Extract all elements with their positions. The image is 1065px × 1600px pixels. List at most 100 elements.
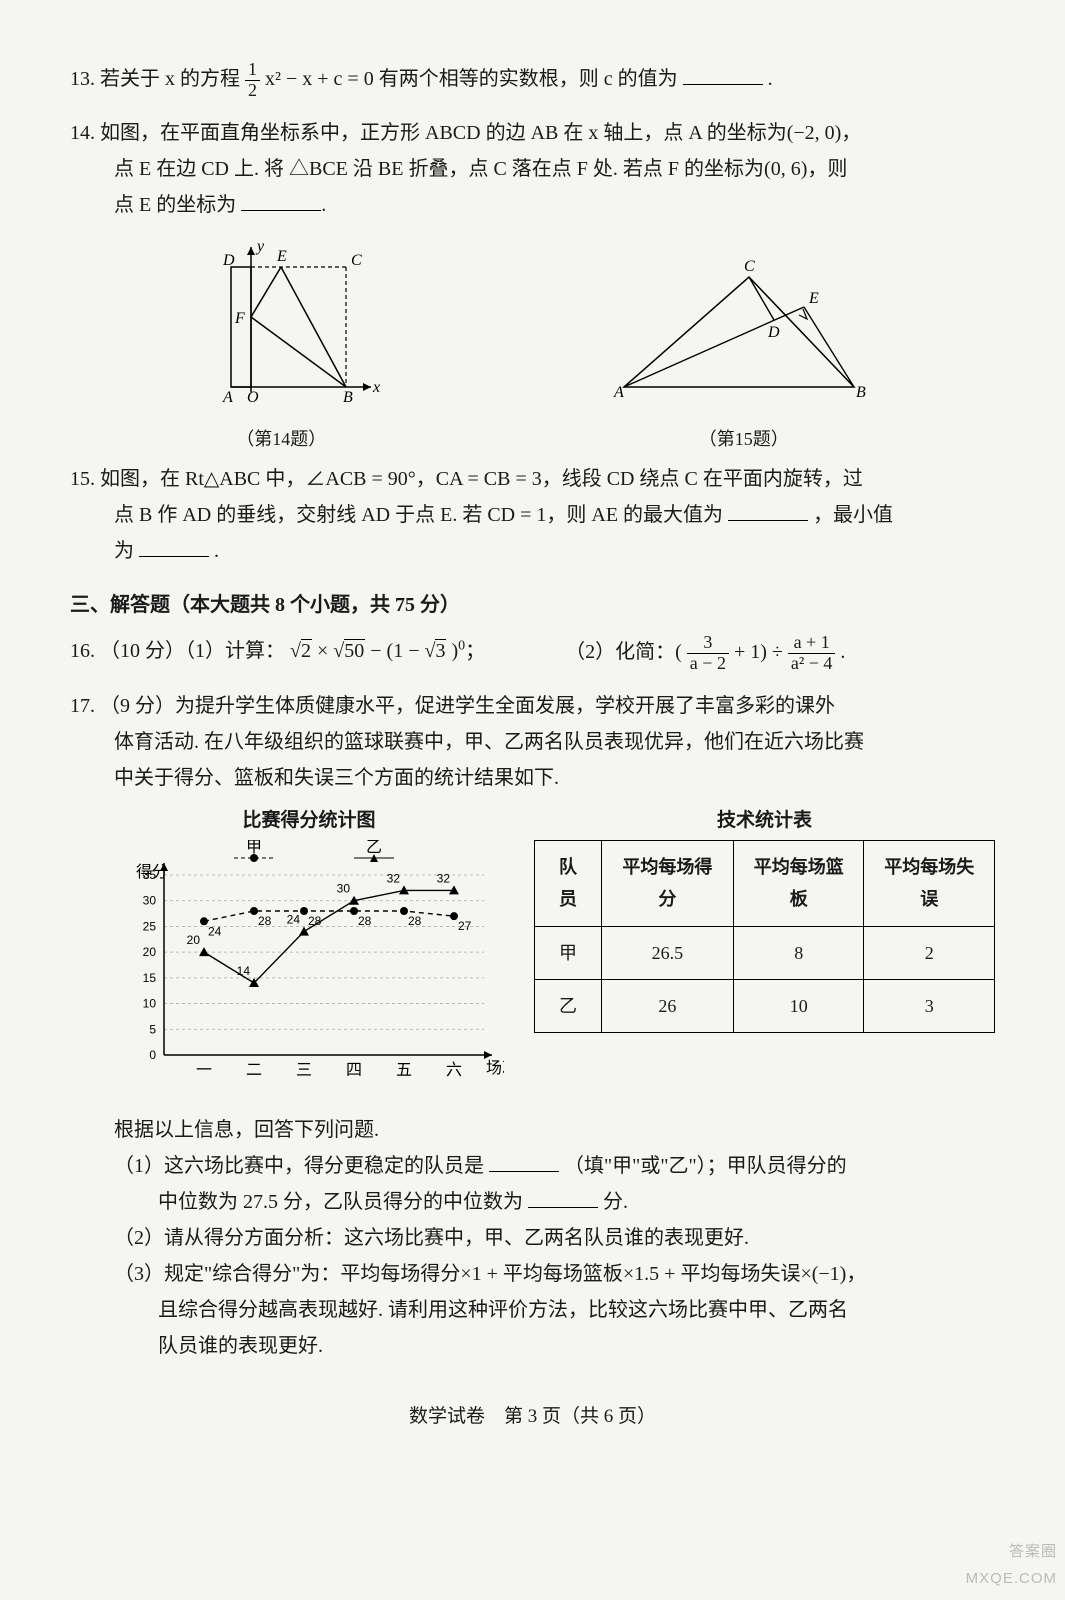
question-17: 17. （9 分）为提升学生体质健康水平，促进学生全面发展，学校开展了丰富多彩的… (70, 688, 995, 1364)
q17-line2: 体育活动. 在八年级组织的篮球联赛中，甲、乙两名队员表现优异，他们在近六场比赛 (70, 724, 995, 760)
svg-text:10: 10 (143, 996, 157, 1010)
q16-frac1: 3 a − 2 (687, 633, 729, 674)
svg-text:x: x (372, 379, 380, 396)
svg-text:C: C (351, 252, 362, 269)
section-3-heading: 三、解答题（本大题共 8 个小题，共 75 分） (70, 587, 995, 623)
th-player: 队员 (535, 840, 602, 926)
svg-text:D: D (767, 324, 780, 341)
stats-table: 队员 平均每场得分 平均每场篮板 平均每场失误 甲 26.5 8 2 乙 26 … (534, 840, 995, 1034)
svg-text:24: 24 (208, 924, 222, 938)
q17-sub2: （2）请从得分方面分析：这六场比赛中，甲、乙两名队员谁的表现更好. (70, 1220, 995, 1256)
q15-line3-wrap: 为 . (70, 533, 995, 569)
svg-text:四: 四 (346, 1062, 362, 1079)
svg-text:F: F (234, 310, 245, 327)
q15-line3a: 为 (114, 540, 139, 562)
q14-blank (241, 189, 321, 211)
q14-line3-wrap: 点 E 的坐标为 . (70, 187, 995, 223)
svg-text:14: 14 (237, 964, 251, 978)
figure-14-svg: D E C F A O B x y (181, 237, 381, 407)
svg-text:25: 25 (143, 919, 157, 933)
svg-text:E: E (276, 248, 287, 265)
th-avg-turnover: 平均每场失误 (864, 840, 995, 926)
q17-sub3b: 且综合得分越高表现越好. 请利用这种评价方法，比较这六场比赛中甲、乙两名 (70, 1292, 995, 1328)
page-footer: 数学试卷 第 3 页（共 6 页） (70, 1400, 995, 1434)
table-header-row: 队员 平均每场得分 平均每场篮板 平均每场失误 (535, 840, 995, 926)
q15-line1: 如图，在 Rt△ABC 中，∠ACB = 90°，CA = CB = 3，线段 … (100, 468, 863, 490)
q17-sub1-cont: 中位数为 27.5 分，乙队员得分的中位数为 分. (70, 1184, 995, 1220)
q13-fraction: 1 2 (245, 60, 260, 101)
svg-text:E: E (808, 290, 819, 307)
svg-text:5: 5 (149, 1022, 156, 1036)
q16-number: 16. (70, 640, 95, 662)
svg-text:30: 30 (143, 893, 157, 907)
q15-blank-min (139, 535, 209, 557)
q15-line2b: ，最小值 (813, 504, 893, 526)
q16-part2: （2）化简：( 3 a − 2 + 1) ÷ a + 1 a² − 4 . (565, 633, 845, 674)
q14-number: 14. (70, 122, 95, 144)
q17-sub1: （1）这六场比赛中，得分更稳定的队员是 （填"甲"或"乙"）；甲队员得分的 (70, 1148, 995, 1184)
svg-text:28: 28 (408, 914, 422, 928)
svg-text:27: 27 (458, 919, 472, 933)
svg-text:C: C (744, 258, 755, 275)
svg-text:场次: 场次 (486, 1059, 504, 1077)
q13-period: . (768, 68, 773, 90)
svg-text:24: 24 (287, 912, 301, 926)
svg-text:二: 二 (246, 1062, 262, 1079)
q14-line1: 如图，在平面直角坐标系中，正方形 ABCD 的边 AB 在 x 轴上，点 A 的… (100, 122, 861, 144)
figure-row-14-15: D E C F A O B x y （第14题） A B C D E （第15题… (70, 237, 995, 455)
score-chart-svg: 05101520253035得分场次一二三四五六甲乙24282828282720… (114, 840, 504, 1090)
svg-text:15: 15 (143, 971, 157, 985)
q16-part1: 16. （10 分）（1）计算： 2 × 50 − (1 − 3 )0； (70, 633, 485, 674)
figure-14: D E C F A O B x y （第14题） (181, 237, 381, 455)
q17-line3: 中关于得分、篮板和失误三个方面的统计结果如下. (70, 760, 995, 796)
figure-14-caption: （第14题） (181, 423, 381, 455)
chart-title: 比赛得分统计图 (114, 804, 504, 838)
q13-text-a: 若关于 x 的方程 (100, 68, 245, 90)
svg-text:O: O (247, 389, 259, 406)
watermark: 答案圈 MXQE.COM (966, 1538, 1057, 1592)
q14-line2: 点 E 在边 CD 上. 将 △BCE 沿 BE 折叠，点 C 落在点 F 处.… (70, 151, 995, 187)
svg-text:B: B (343, 389, 353, 406)
svg-text:A: A (613, 384, 624, 401)
question-13: 13. 若关于 x 的方程 1 2 x² − x + c = 0 有两个相等的实… (70, 60, 995, 101)
question-16: 16. （10 分）（1）计算： 2 × 50 − (1 − 3 )0； （2）… (70, 633, 995, 674)
svg-text:20: 20 (187, 933, 201, 947)
th-avg-score: 平均每场得分 (601, 840, 733, 926)
question-14: 14. 如图，在平面直角坐标系中，正方形 ABCD 的边 AB 在 x 轴上，点… (70, 115, 995, 223)
svg-text:得分: 得分 (136, 863, 168, 881)
q17-sub3a: （3）规定"综合得分"为：平均每场得分×1 + 平均每场篮板×1.5 + 平均每… (70, 1256, 995, 1292)
svg-text:甲: 甲 (246, 840, 262, 856)
svg-text:A: A (222, 389, 233, 406)
svg-text:28: 28 (358, 914, 372, 928)
q13-text-b: x² − x + c = 0 有两个相等的实数根，则 c 的值为 (265, 68, 683, 90)
svg-text:20: 20 (143, 945, 157, 959)
q15-line2: 点 B 作 AD 的垂线，交射线 AD 于点 E. 若 CD = 1，则 AE … (114, 504, 728, 526)
sqrt-2: 2 (290, 633, 312, 669)
q17-sub3c: 队员谁的表现更好. (70, 1328, 995, 1364)
q15-blank-max (728, 499, 808, 521)
q14-line3: 点 E 的坐标为 (114, 194, 241, 216)
svg-text:y: y (255, 238, 265, 255)
q17-line1: （9 分）为提升学生体质健康水平，促进学生全面发展，学校开展了丰富多彩的课外 (100, 695, 835, 717)
svg-text:D: D (222, 252, 235, 269)
svg-text:32: 32 (437, 871, 451, 885)
q17-number: 17. (70, 695, 95, 717)
stats-table-box: 技术统计表 队员 平均每场得分 平均每场篮板 平均每场失误 甲 26.5 8 2… (534, 804, 995, 1034)
sqrt-50: 50 (333, 633, 365, 669)
stats-row: 比赛得分统计图 05101520253035得分场次一二三四五六甲乙242828… (114, 804, 995, 1102)
q17-blank-median (528, 1186, 598, 1208)
q13-blank (683, 63, 763, 85)
svg-text:0: 0 (149, 1048, 156, 1062)
sqrt-3: 3 (424, 633, 446, 669)
q15-line2-wrap: 点 B 作 AD 的垂线，交射线 AD 于点 E. 若 CD = 1，则 AE … (70, 497, 995, 533)
svg-text:28: 28 (258, 914, 272, 928)
q16-frac2: a + 1 a² − 4 (788, 633, 836, 674)
svg-text:B: B (856, 384, 866, 401)
q15-number: 15. (70, 468, 95, 490)
svg-text:一: 一 (196, 1062, 212, 1079)
th-avg-rebound: 平均每场篮板 (733, 840, 864, 926)
table-row: 甲 26.5 8 2 (535, 926, 995, 979)
figure-15-caption: （第15题） (604, 423, 884, 455)
q17-after: 根据以上信息，回答下列问题. (70, 1112, 995, 1148)
table-title: 技术统计表 (534, 804, 995, 838)
